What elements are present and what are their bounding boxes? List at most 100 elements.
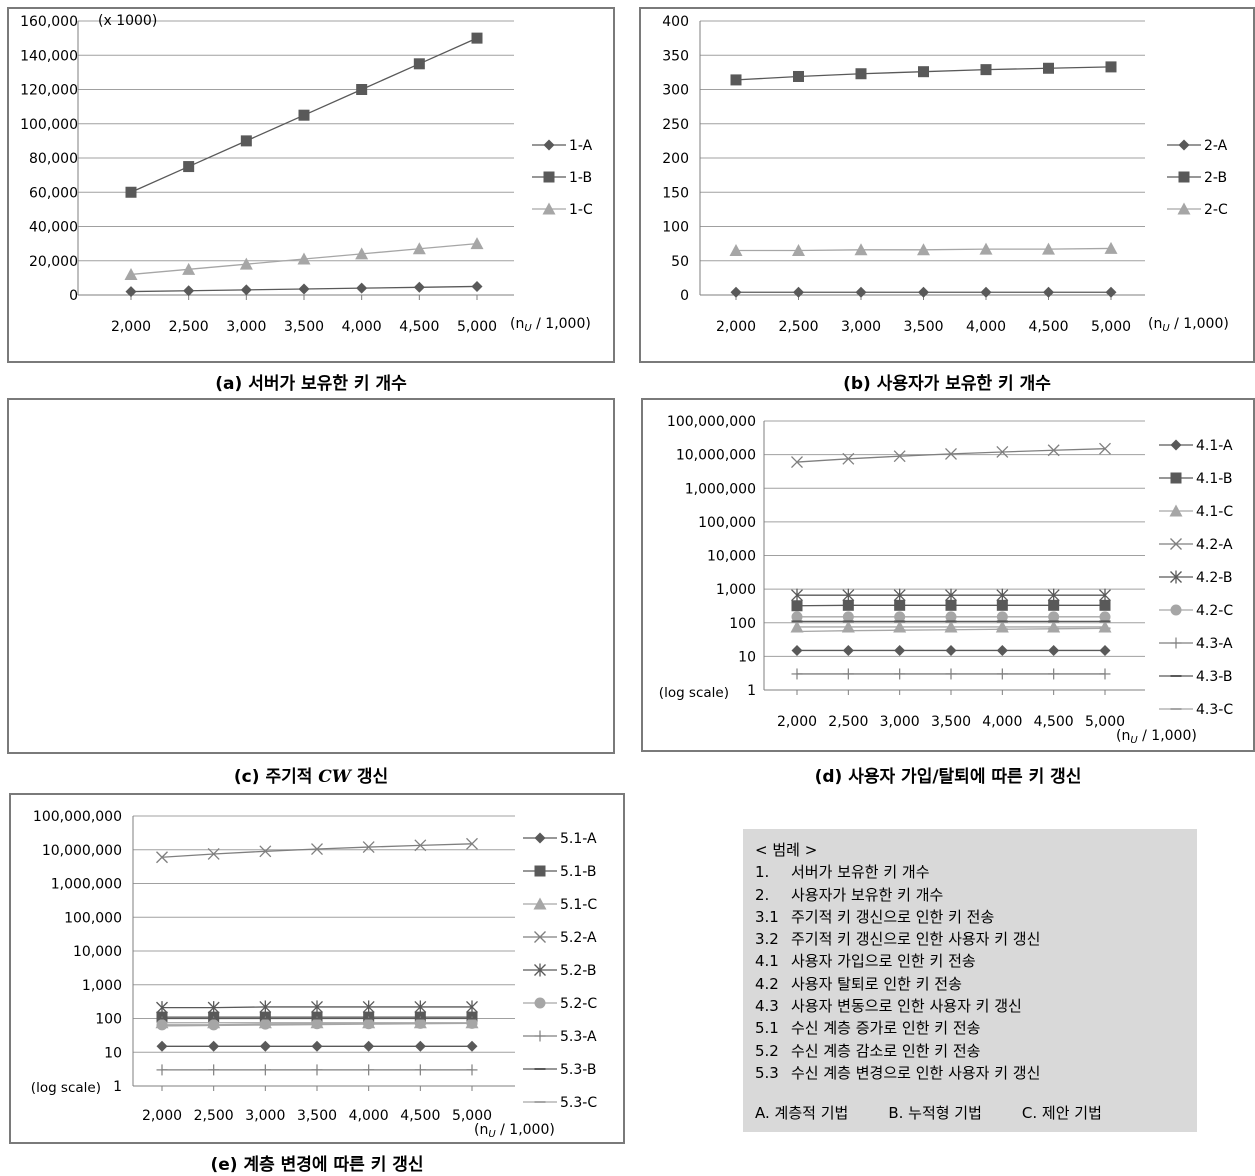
y-tick-label: 100,000 [20, 117, 78, 133]
data-point [1099, 668, 1111, 680]
x-tick-label: 2,500 [828, 714, 868, 730]
x-tick-label: 4,000 [342, 319, 382, 335]
x-unit-sub: U [1162, 323, 1170, 334]
legend-label: 5.2-B [560, 963, 596, 979]
data-point [945, 611, 957, 623]
legend-box-method: A. 계층적 기법 [755, 1104, 849, 1123]
x-unit-suffix: / 1,000) [1170, 316, 1229, 332]
data-point [791, 644, 803, 656]
legend-box-row-num: 2. [755, 885, 770, 904]
data-point [182, 262, 196, 275]
legend-box-rows: 1. 서버가 보유한 키 개수 2. 사용자가 보유한 키 개수 3.1 주기적 키 갱신… [755, 861, 1185, 1084]
legend-box-row-num: 4.3 [755, 997, 779, 1016]
y-tick-label: 0 [69, 288, 78, 304]
caption-e: (e) 계층 변경에 따른 키 갱신 [9, 1150, 625, 1175]
data-point [730, 74, 742, 86]
x-tick-label: 3,000 [245, 1108, 285, 1124]
data-point [996, 599, 1008, 611]
data-point [1048, 644, 1060, 656]
data-point [996, 446, 1009, 458]
data-point [156, 851, 168, 864]
data-point [466, 1040, 478, 1052]
caption-e-prefix: (e) [210, 1155, 238, 1175]
data-point [842, 599, 854, 611]
data-point [1042, 242, 1055, 255]
x-unit-sub: U [1130, 735, 1138, 746]
legend-marker [1169, 504, 1183, 517]
legend-entry: 4.1-A [1159, 438, 1233, 454]
x-tick-label: 2,000 [777, 714, 817, 730]
legend-entry: 5.1-C [523, 897, 597, 913]
chart-a: 0 20,000 40,000 60,000 80,000 100,000 120,000 1… [20, 13, 593, 335]
data-point [412, 242, 426, 255]
data-point [156, 1019, 168, 1031]
caption-e-text: 계층 변경에 따른 키 갱신 [243, 1155, 424, 1175]
legend-box-row-num: 1. [755, 863, 770, 882]
series-4.3-C [791, 627, 1111, 633]
y-tick-label: 10 [738, 649, 756, 665]
data-point [207, 848, 220, 860]
x-tick-label: 4,500 [1034, 714, 1074, 730]
data-point [917, 243, 930, 256]
data-point [311, 843, 323, 855]
caption-b-prefix: (b) [843, 374, 871, 394]
data-point [842, 644, 854, 656]
y-tick-label: 250 [662, 117, 689, 133]
data-point [259, 1040, 271, 1052]
series-4.1-B [791, 599, 1111, 612]
chart-a-plot: 0 20,000 40,000 60,000 80,000 100,000 120,000 1… [20, 13, 593, 335]
data-point [259, 1064, 271, 1076]
caption-b-text: 사용자가 보유한 키 개수 [876, 374, 1051, 394]
x-unit-prefix: (n [1116, 728, 1130, 744]
y-tick-label: 10 [104, 1045, 122, 1061]
data-point [356, 84, 368, 95]
data-point [125, 186, 137, 198]
data-point [311, 1000, 323, 1014]
caption-d: (d) 사용자 가입/탈퇴에 따른 키 갱신 [641, 762, 1255, 787]
x-unit-label: (nU / 1,000) [474, 1122, 555, 1140]
x-tick-label: 3,500 [931, 714, 971, 730]
data-point [918, 66, 929, 78]
x-tick-label: 2,500 [778, 319, 818, 335]
legend-marker [1170, 538, 1182, 550]
chart-panel-e: 1 10 100 1,000 10,000 100,000 1,000,000 10,000,… [9, 793, 625, 1144]
data-point [918, 286, 929, 298]
log-scale-note: (log scale) [31, 1080, 101, 1096]
chart-b-plot: 0 50 100 150 200 250 300 350 400 2,000 2,500 3,000 3… [662, 14, 1229, 335]
legend-label: 5.3-B [560, 1062, 596, 1078]
data-point [183, 161, 195, 173]
x-unit-suffix: / 1,000) [532, 316, 591, 332]
legend-entry: 4.3-C [1159, 702, 1233, 718]
data-point [355, 247, 369, 260]
x-unit-suffix: / 1,000) [1138, 728, 1197, 744]
legend-box-row-text: 주기적 키 갱신으로 인한 사용자 키 갱신 [791, 930, 1041, 949]
y-tick-label: 10,000 [707, 549, 756, 565]
series-2-C [729, 241, 1118, 256]
legend-label: 5.1-B [560, 864, 596, 880]
legend-box-row: 5.2 수신 계층 감소로 인한 키 전송 [755, 1040, 1185, 1062]
data-point [945, 599, 957, 611]
legend-marker [543, 171, 555, 183]
data-point [842, 668, 854, 680]
data-point [125, 286, 137, 298]
data-point [842, 452, 855, 465]
legend-label: 5.3-A [560, 1029, 597, 1045]
x-unit-prefix: (n [474, 1122, 488, 1138]
legend-entry: 4.1-B [1159, 471, 1232, 487]
x-tick-label: 3,500 [284, 319, 324, 335]
series-2-A [730, 286, 1117, 298]
legend-marker [1170, 604, 1182, 616]
legend-entry: 1-A [532, 138, 593, 154]
data-point [311, 1064, 323, 1076]
chart-panel-d: 1 10 100 1,000 10,000 100,000 1,000,000 10,000,… [641, 398, 1255, 752]
x-tick-label: 4,000 [349, 1108, 389, 1124]
legend-box-row-text: 사용자 탈퇴로 인한 키 전송 [791, 974, 962, 993]
chart-panel-a: 0 20,000 40,000 60,000 80,000 100,000 120,000 1… [7, 7, 615, 363]
data-point [791, 456, 803, 469]
series-2-B [730, 61, 1117, 86]
y-tick-label: 350 [662, 48, 689, 64]
legend-entry: 5.1-A [523, 831, 597, 847]
legend-marker [533, 897, 547, 910]
data-point [1043, 62, 1054, 74]
x-unit-label: (nU / 1,000) [1116, 728, 1197, 746]
